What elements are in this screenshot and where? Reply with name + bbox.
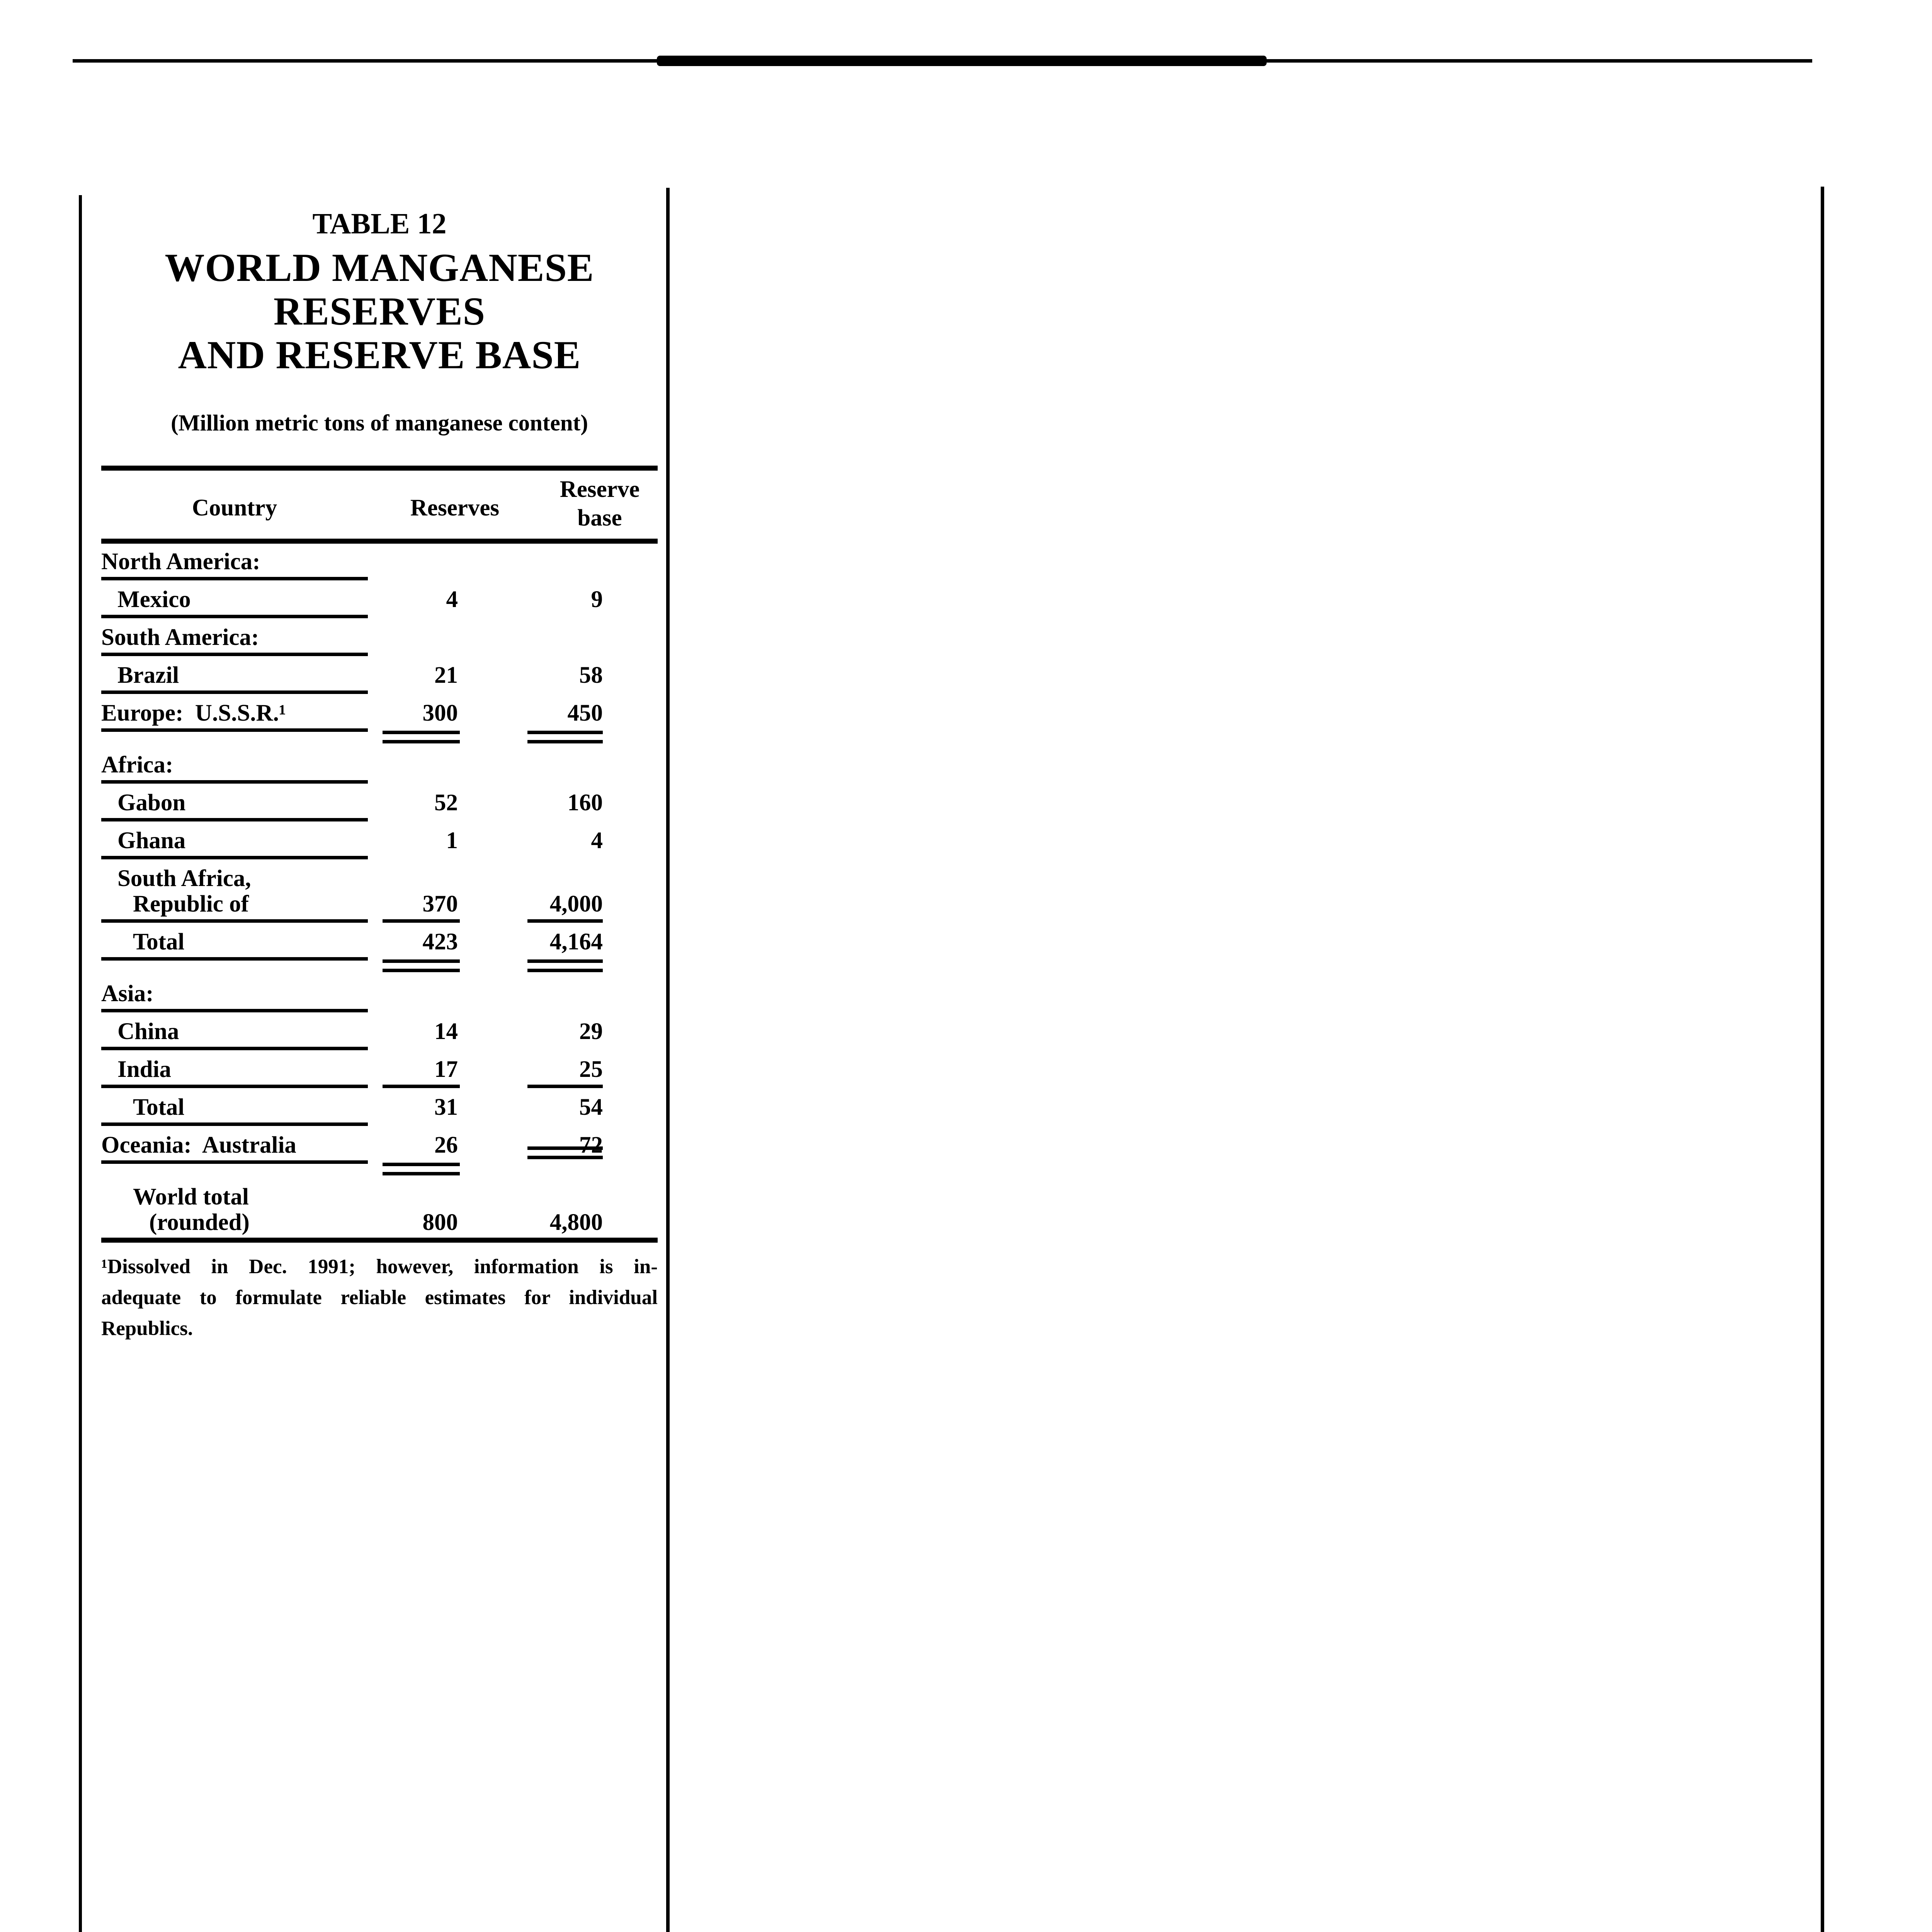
row-label: India [117,1056,172,1082]
row-label: Africa: [101,752,173,778]
table-row-asia-total: Total 31 54 [101,1089,658,1122]
table-row-south-america: South America: [101,619,658,653]
row-label: Mexico [117,587,191,612]
table-subtitle: (Million metric tons of manganese conten… [171,410,588,435]
table-row-oceania-australia: Oceania: Australia 26 72 [101,1127,658,1160]
row-reserve-base: 4,800 [549,1209,603,1235]
row-label: Asia: [101,981,154,1007]
left-column: TABLE 12 WORLD MANGANESE RESERVES AND RE… [101,201,658,1344]
row-divider [101,818,658,823]
top-rule-right-segment [1264,59,1812,63]
row-reserves: 800 [422,1209,458,1235]
row-label: North America: [101,549,260,575]
table-row-gabon: Gabon 52 160 [101,785,658,818]
table-header-rule [101,539,658,544]
row-divider [101,919,658,924]
row-label: World total [133,1184,249,1210]
row-divider [101,780,658,785]
row-reserves: 4 [446,587,458,612]
row-reserve-base: 29 [579,1019,603,1044]
row-label: Europe: U.S.S.R.¹ [101,700,286,726]
row-label: Total [133,1094,185,1120]
table-row-brazil: Brazil 21 58 [101,657,658,690]
table-footnote: ¹Dissolved in Dec. 1991; however, inform… [101,1251,658,1344]
row-reserve-base: 54 [579,1094,603,1120]
footnote-line: ¹Dissolved in Dec. 1991; however, inform… [101,1255,658,1278]
left-column-rule [79,195,82,1932]
row-divider [101,1047,658,1051]
table-title-line1: WORLD MANGANESE RESERVES [165,246,594,333]
table-bottom-rule [101,1238,658,1243]
row-reserve-base: 58 [579,662,603,688]
row-label: Oceania: Australia [101,1132,296,1158]
row-label: South America: [101,624,259,650]
top-rule-thick-segment [657,56,1267,66]
right-column-rule [1821,187,1824,1932]
table-row-africa-total: Total 423 4,164 [101,924,658,957]
table-row-south-africa: South Africa, Republic of 370 4,000 [101,861,658,919]
row-reserves: 17 [434,1056,458,1082]
row-reserves: 26 [434,1132,458,1158]
footnote-line: Republics. [101,1317,193,1340]
row-reserve-base: 9 [591,587,603,612]
row-label: South Africa, [117,866,251,891]
row-divider [101,690,658,695]
row-reserves: 52 [434,790,458,816]
row-divider-double [101,1146,658,1179]
column-header-country: Country [192,495,277,521]
row-reserves: 21 [434,662,458,688]
row-divider-double [101,728,658,747]
column-header-reserve-base: Reserve base [560,476,640,531]
row-reserve-base: 25 [579,1056,603,1082]
table-row-north-america: North America: [101,544,658,577]
row-label: Gabon [117,790,186,816]
row-reserve-base: 4,000 [549,891,603,917]
row-reserves: 14 [434,1019,458,1044]
footnote-line: adequate to formulate reliable estimates… [101,1286,658,1309]
row-divider [101,856,658,861]
row-reserves: 370 [422,891,458,917]
table-title: WORLD MANGANESE RESERVES AND RESERVE BAS… [101,246,658,377]
table-top-rule [101,466,658,471]
table-row-europe-ussr: Europe: U.S.S.R.¹ 300 450 [101,695,658,728]
column-header-reserves: Reserves [410,495,500,521]
row-divider [101,1009,658,1014]
table-row-india: India 17 25 [101,1051,658,1085]
table-row-asia: Asia: [101,976,658,1009]
reserves-table: Country Reserves Reserve base North Amer… [101,466,658,1344]
table-header-row: Country Reserves Reserve base [101,471,658,539]
row-label: China [117,1019,179,1044]
table-row-world-total: World total (rounded) 800 4,800 [101,1179,658,1238]
table-row-mexico: Mexico 4 9 [101,582,658,615]
row-divider [101,577,658,582]
table-row-africa: Africa: [101,747,658,780]
row-divider [101,1085,658,1089]
row-reserve-base: 450 [567,700,603,726]
table-title-line2: AND RESERVE BASE [178,333,581,377]
row-reserve-base: 4,164 [549,929,603,955]
top-rule-left-segment [73,59,660,63]
center-column-rule [666,188,670,1932]
table-row-ghana: Ghana 1 4 [101,823,658,856]
row-divider [101,615,658,619]
row-divider-double [101,957,658,976]
row-reserves: 1 [446,828,458,854]
row-divider [101,653,658,657]
row-reserves: 31 [434,1094,458,1120]
row-label-line2: Republic of [133,891,249,917]
row-reserve-base: 4 [591,828,603,854]
row-reserve-base: 160 [567,790,603,816]
row-label: Brazil [117,662,179,688]
table-caption: TABLE 12 [312,207,447,240]
row-reserves: 300 [422,700,458,726]
row-reserve-base: 72 [579,1132,603,1158]
table-row-china: China 14 29 [101,1014,658,1047]
row-divider [101,1122,658,1127]
row-reserves: 423 [422,929,458,955]
row-label: Total [133,929,185,955]
row-label: Ghana [117,828,186,854]
row-label-line2: (rounded) [149,1209,250,1235]
